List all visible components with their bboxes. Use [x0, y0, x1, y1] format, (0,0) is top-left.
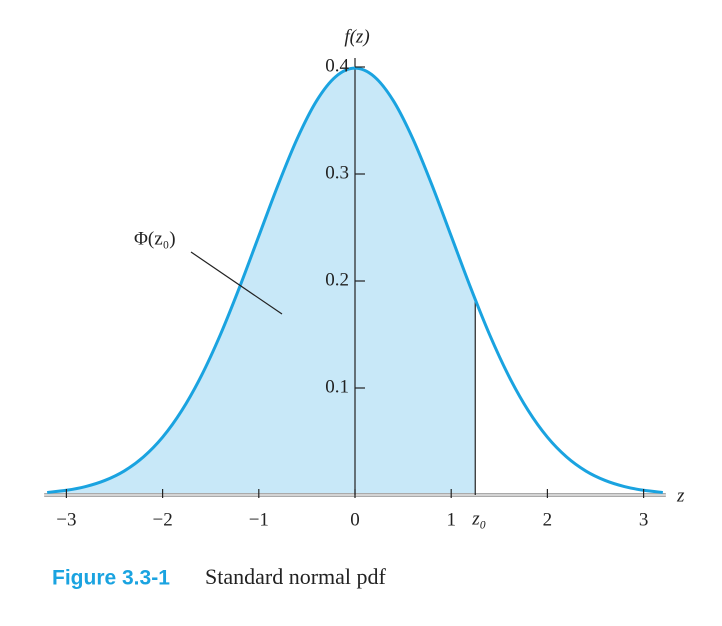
caption-label: Figure 3.3-1: [52, 567, 170, 590]
x-tick-label: 0: [350, 509, 360, 530]
caption: Standard normal pdf: [205, 564, 387, 589]
x-axis-label: z: [676, 485, 685, 506]
x-tick-label: −3: [56, 509, 76, 530]
y-axis-label: f(z): [344, 26, 369, 47]
x-tick-label: 2: [543, 509, 553, 530]
y-tick-label: 0.4: [325, 55, 349, 76]
y-tick-label: 0.2: [325, 269, 349, 290]
y-tick-label: 0.3: [325, 162, 349, 183]
y-tick-label: 0.1: [325, 376, 349, 397]
x-tick-label: 3: [639, 509, 649, 530]
x-tick-label: −1: [249, 509, 269, 530]
x-tick-label: 1: [446, 509, 456, 530]
plot: [44, 58, 666, 498]
z0-label: z₀: [471, 508, 486, 529]
annotation-leader: [190, 251, 283, 315]
shaded-area: [47, 68, 476, 495]
curve: [46, 66, 664, 494]
annotation: Φ(z₀): [134, 228, 176, 249]
x-tick-label: −2: [152, 509, 172, 530]
